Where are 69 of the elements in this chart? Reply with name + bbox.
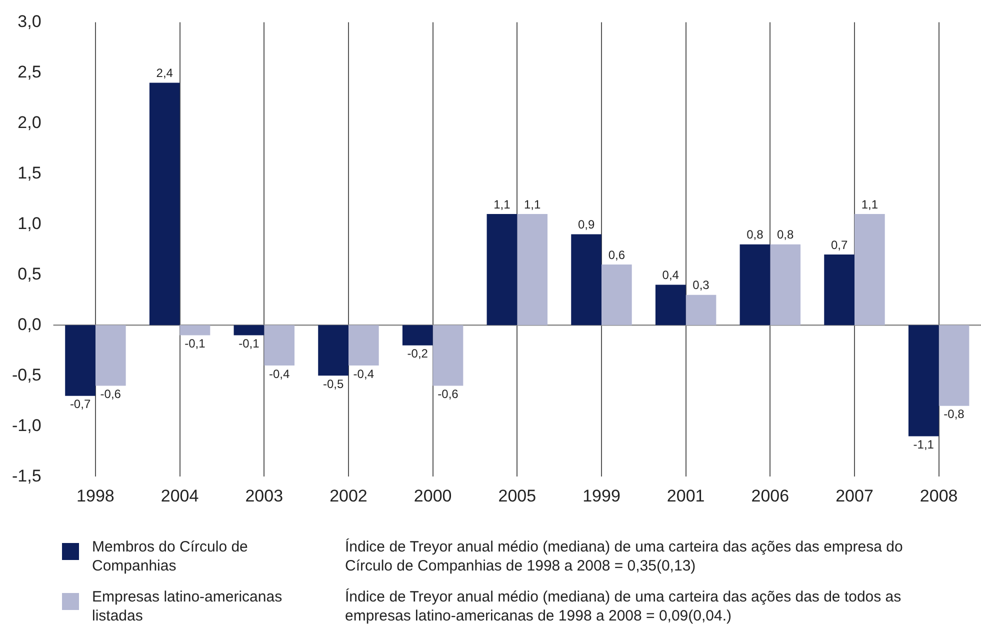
bar [655, 284, 686, 326]
x-tick-label: 2008 [920, 486, 958, 506]
y-tick-label: 2,5 [18, 62, 42, 82]
y-tick-label: 3,0 [18, 12, 42, 31]
data-label: 0,6 [608, 248, 626, 262]
y-tick-label: 0,5 [18, 264, 42, 284]
bar [601, 264, 632, 326]
data-label: 0,8 [746, 228, 764, 242]
data-label: 0,8 [776, 228, 794, 242]
x-tick-label: 1998 [76, 486, 114, 506]
bar [402, 325, 433, 346]
bar [264, 325, 294, 366]
x-tick-label: 1999 [582, 486, 620, 506]
data-label: -0,6 [438, 387, 459, 402]
bar [686, 294, 716, 326]
data-label: 1,1 [861, 197, 878, 212]
data-label: 2,4 [156, 66, 174, 80]
bar [854, 214, 885, 326]
bar [824, 254, 854, 326]
x-tick-label: 2003 [245, 486, 284, 506]
y-tick-label: 1,5 [18, 163, 42, 182]
x-tick-label: 2000 [414, 486, 452, 506]
y-tick-label: 0,0 [18, 314, 42, 334]
y-tick-label: -0,5 [12, 365, 42, 384]
bar [740, 244, 770, 326]
text: Índice de Treyor anual médio (mediana) de uma carteira das ações das de todos as empresas latino-americanas de 1998 a 2008 = 0,09(0,04.) [345, 588, 902, 625]
bar [908, 325, 939, 436]
data-label: 1,1 [494, 197, 511, 212]
x-tick-label: 2007 [836, 486, 874, 506]
y-tick-label: -1,0 [12, 416, 42, 435]
y-tick-label: 2,0 [18, 112, 42, 132]
x-tick-label: 2002 [330, 486, 368, 506]
x-tick-label: 2001 [666, 486, 705, 506]
data-label: 0,3 [692, 278, 710, 292]
data-label: -0,1 [238, 336, 260, 351]
bar [348, 325, 379, 366]
bar [517, 214, 548, 326]
data-label: -0,4 [353, 366, 374, 381]
data-label: 0,4 [662, 268, 680, 282]
bar [65, 325, 96, 396]
y-tick-label: -1,5 [12, 466, 42, 486]
data-label: 0,9 [578, 218, 595, 232]
data-label: -0,2 [407, 346, 428, 361]
x-tick-label: 2004 [160, 486, 199, 506]
bar [486, 214, 518, 326]
data-label: 0,7 [830, 238, 848, 252]
y-tick-label: 1,0 [18, 214, 42, 233]
bar [571, 234, 602, 326]
bar [318, 325, 348, 376]
bar [432, 325, 464, 386]
data-label: -0,7 [70, 397, 91, 412]
data-label: -0,1 [184, 336, 206, 351]
data-label: -0,5 [322, 376, 344, 391]
x-tick-label: 2005 [498, 486, 536, 506]
data-label: -0,8 [944, 407, 965, 422]
bar [149, 82, 180, 326]
data-label: 1,1 [524, 197, 541, 212]
text: Índice de Treyor anual médio (mediana) de uma carteira das ações das empresa do Círculo de Companhias de 1998 a 2008 = 0,35(0,13) [345, 538, 903, 575]
bar [180, 325, 210, 336]
data-label: -1,1 [913, 438, 934, 452]
bar [234, 325, 264, 336]
data-label: -0,6 [100, 387, 122, 402]
x-tick-label: 2006 [751, 486, 790, 506]
bar [95, 325, 126, 386]
bar [770, 244, 801, 326]
legend-label: Membros do Círculo de Companhias [92, 538, 248, 575]
data-label: -0,4 [268, 366, 290, 381]
bar [938, 325, 970, 406]
legend-label: Empresas latino-americanas listadas [92, 588, 282, 625]
